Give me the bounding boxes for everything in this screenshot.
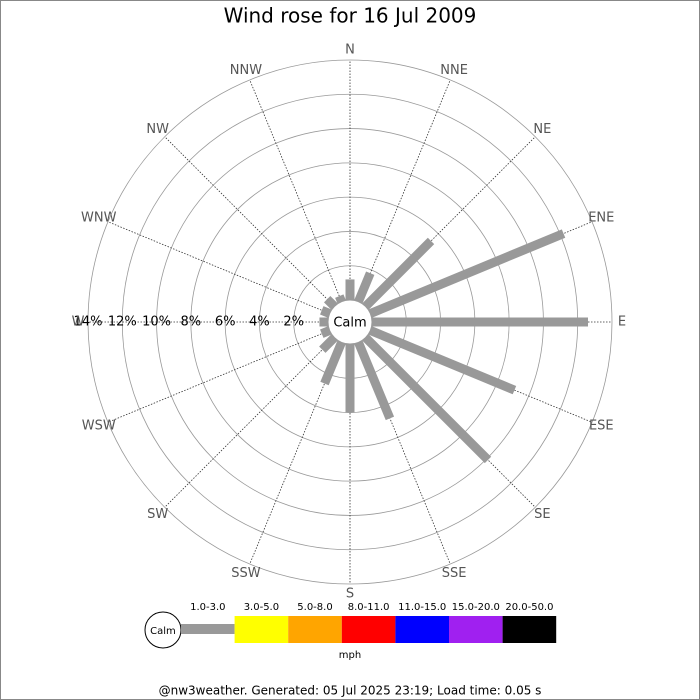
direction-label: NNE <box>440 63 468 78</box>
direction-label: SE <box>534 507 550 522</box>
grid-ring <box>87 59 613 585</box>
legend-label: 8.0-11.0 <box>348 602 390 613</box>
direction-label: NNW <box>230 63 262 78</box>
bar <box>323 295 338 310</box>
bar <box>368 326 517 395</box>
legend-unit: mph <box>339 650 361 661</box>
legend-label: 20.0-50.0 <box>505 602 553 613</box>
legend-swatch <box>449 616 503 643</box>
bar <box>354 271 375 304</box>
direction-label: S <box>346 587 354 602</box>
spoke <box>249 79 342 302</box>
bar <box>335 294 346 304</box>
r-tick-label: 2% <box>283 315 304 330</box>
legend-label: 3.0-5.0 <box>244 602 279 613</box>
direction-label: SSW <box>231 566 261 581</box>
direction-label: NW <box>146 122 169 137</box>
r-tick-label: 14% <box>74 315 103 330</box>
legend-swatch <box>288 616 342 643</box>
legend-swatch <box>234 616 289 643</box>
direction-label: N <box>345 43 355 58</box>
direction-label: NE <box>533 122 551 137</box>
r-tick-label: 4% <box>249 315 270 330</box>
bar <box>320 340 346 386</box>
direction-label: WSW <box>82 419 116 434</box>
calm-circle <box>327 299 373 345</box>
spoke <box>164 337 335 508</box>
legend-swatch <box>341 616 396 643</box>
direction-label: ESE <box>589 419 614 434</box>
legend-label: 11.0-15.0 <box>398 602 446 613</box>
bar <box>368 229 566 318</box>
r-tick-label: 8% <box>181 315 202 330</box>
chart-title: Wind rose for 16 Jul 2009 <box>224 4 477 28</box>
bar <box>362 237 435 310</box>
spoke <box>164 136 335 307</box>
bar <box>320 306 332 318</box>
legend-calm-label: Calm <box>150 626 176 637</box>
bar <box>362 334 492 464</box>
direction-label: E <box>618 315 626 330</box>
calm-label: Calm <box>333 316 366 331</box>
legend-label: 1.0-3.0 <box>190 602 225 613</box>
r-tick-label: 12% <box>108 315 137 330</box>
direction-label: SW <box>147 507 168 522</box>
direction-label: WNW <box>81 210 117 225</box>
bar <box>320 326 332 338</box>
r-tick-label: 10% <box>142 315 171 330</box>
r-tick-label: 6% <box>215 315 236 330</box>
legend-swatch <box>502 616 557 643</box>
direction-label: W <box>72 315 85 330</box>
legend-label: 5.0-8.0 <box>297 602 332 613</box>
direction-label: SSE <box>442 566 467 581</box>
bar <box>354 340 395 421</box>
spoke <box>358 79 451 302</box>
spoke <box>107 330 330 423</box>
direction-label: ENE <box>588 210 614 225</box>
legend-label: 15.0-20.0 <box>452 602 500 613</box>
legend-swatch <box>395 616 449 643</box>
footer: @nw3weather. Generated: 05 Jul 2025 23:1… <box>159 684 542 698</box>
bar <box>319 334 338 353</box>
spoke <box>107 221 330 314</box>
legend-swatch <box>181 624 235 634</box>
